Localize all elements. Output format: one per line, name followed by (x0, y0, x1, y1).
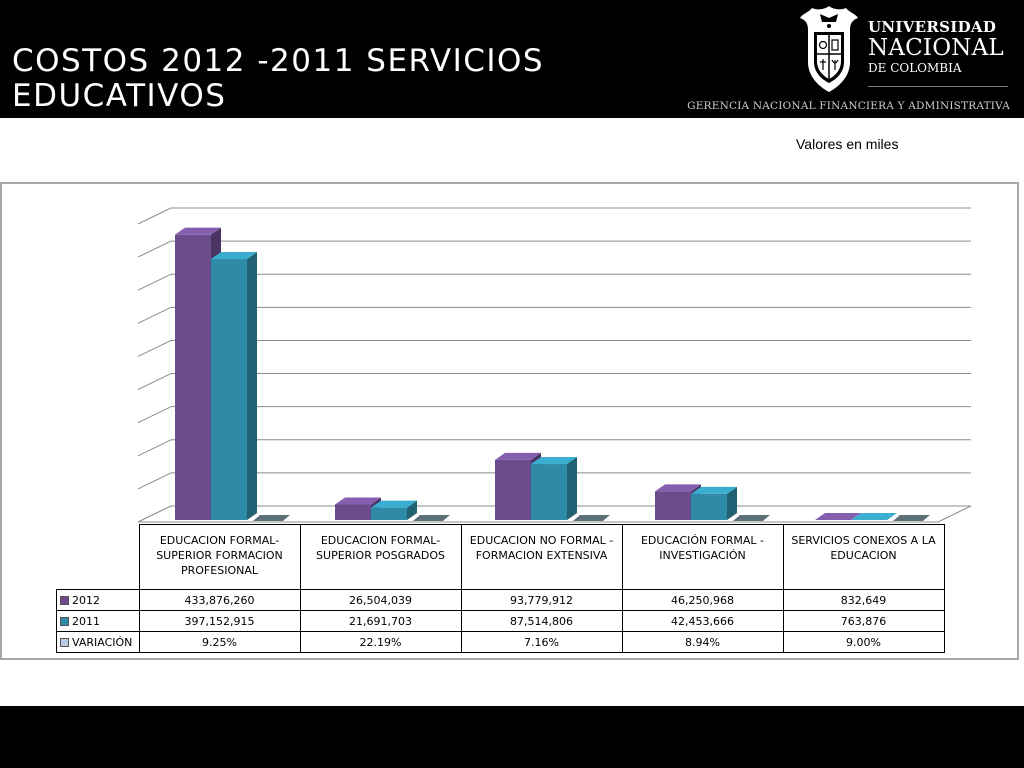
value-2012-1: 26,504,039 (299, 589, 462, 611)
slide-footer (0, 706, 1024, 768)
value-variacion-4: 9.00% (782, 631, 945, 653)
bar-top-2012-2 (495, 452, 541, 460)
bar-floor-shadow (733, 515, 770, 521)
chart-data-table: EDUCACION FORMAL-SUPERIOR FORMACION PROF… (56, 524, 945, 653)
wordmark-line-3: DE COLOMBIA (868, 61, 962, 75)
value-2012-4: 832,649 (782, 589, 945, 611)
wordmark-divider (868, 86, 1008, 87)
bar-2011-1 (371, 507, 407, 520)
university-seal-icon (800, 6, 858, 92)
bar-side-2011-1 (407, 500, 417, 520)
wordmark-line-1: UNIVERSIDAD (868, 18, 997, 36)
gridline-diagonal (137, 406, 172, 424)
value-2012-3: 46,250,968 (621, 589, 784, 611)
series-label-2011: 2011 (72, 614, 100, 628)
value-2012-2: 93,779,912 (460, 589, 623, 611)
bar-2012-2 (495, 459, 531, 520)
wordmark-line-2: NACIONAL (868, 35, 1004, 61)
bar-chart (137, 207, 972, 523)
value-2011-1: 21,691,703 (299, 610, 462, 632)
bar-2012-1 (335, 504, 371, 520)
gridline-diagonal (137, 339, 172, 357)
slide-title: COSTOS 2012 -2011 SERVICIOS EDUCATIVOS (12, 43, 545, 114)
value-variacion-2: 7.16% (460, 631, 623, 653)
bar-2011-2 (531, 464, 567, 520)
gridline-diagonal (137, 472, 172, 490)
bar-2012-3 (655, 491, 691, 520)
gridline-diagonal (137, 306, 172, 324)
gridline-diagonal (137, 240, 172, 258)
bar-side-2011-3 (727, 486, 737, 520)
gridline-diagonal (137, 373, 172, 391)
value-variacion-1: 22.19% (299, 631, 462, 653)
value-2012-0: 433,876,260 (138, 589, 301, 611)
bar-top-2011-3 (691, 486, 737, 494)
bar-top-2011-1 (371, 500, 417, 508)
table-corner-cell (56, 524, 140, 590)
bar-side-2011-2 (567, 457, 577, 520)
value-variacion-0: 9.25% (138, 631, 301, 653)
bar-floor-shadow (573, 515, 610, 521)
legend-key-variacion (60, 638, 69, 647)
slide-header: COSTOS 2012 -2011 SERVICIOS EDUCATIVOS U… (0, 0, 1024, 118)
value-2011-0: 397,152,915 (138, 610, 301, 632)
value-2011-4: 763,876 (782, 610, 945, 632)
bar-floor-shadow (413, 515, 450, 521)
bar-2011-3 (691, 493, 727, 520)
series-name-2012: 2012 (56, 589, 140, 611)
series-name-variacion: VARIACIÓN (56, 631, 140, 653)
legend-key-2012 (60, 596, 69, 605)
units-note: Valores en miles (796, 136, 899, 152)
bar-top-2012-0 (175, 227, 221, 235)
gridline-diagonal (137, 273, 172, 291)
value-2011-3: 42,453,666 (621, 610, 784, 632)
table-row-variacion: VARIACIÓN 9.25% 22.19% 7.16% 8.94% 9.00% (56, 631, 945, 653)
value-variacion-3: 8.94% (621, 631, 784, 653)
category-label-3: EDUCACIÓN FORMAL - INVESTIGACIÓN (621, 524, 784, 590)
bar-side-2011-0 (247, 251, 257, 520)
bar-top-2012-3 (655, 484, 701, 492)
bar-top-2011-4 (851, 513, 897, 520)
category-header-row: EDUCACION FORMAL-SUPERIOR FORMACION PROF… (56, 524, 945, 590)
department-name: GERENCIA NACIONAL FINANCIERA Y ADMINISTR… (687, 100, 1010, 112)
bar-top-2011-2 (531, 457, 577, 465)
category-label-2: EDUCACION NO FORMAL -FORMACION EXTENSIVA (460, 524, 623, 590)
table-row-2011: 2011 397,152,915 21,691,703 87,514,806 4… (56, 610, 945, 632)
bar-top-2011-0 (211, 251, 257, 259)
gridline-diagonal (137, 439, 172, 457)
gridline-diagonal (137, 207, 172, 225)
legend-key-2011 (60, 617, 69, 626)
university-wordmark: UNIVERSIDAD NACIONAL DE COLOMBIA (868, 18, 1004, 75)
bar-2012-0 (175, 234, 211, 521)
series-label-variacion: VARIACIÓN (72, 635, 133, 649)
bar-top-2012-1 (335, 497, 381, 505)
bar-floor-shadow (253, 515, 290, 521)
series-name-2011: 2011 (56, 610, 140, 632)
category-label-4: SERVICIOS CONEXOS A LA EDUCACION (782, 524, 945, 590)
category-label-0: EDUCACION FORMAL-SUPERIOR FORMACION PROF… (138, 524, 301, 590)
category-label-1: EDUCACION FORMAL-SUPERIOR POSGRADOS (299, 524, 462, 590)
table-row-2012: 2012 433,876,260 26,504,039 93,779,912 4… (56, 589, 945, 611)
series-label-2012: 2012 (72, 593, 100, 607)
bar-floor-shadow (893, 515, 930, 521)
bar-top-2012-4 (815, 513, 861, 520)
bar-2011-0 (211, 258, 247, 520)
value-2011-2: 87,514,806 (460, 610, 623, 632)
